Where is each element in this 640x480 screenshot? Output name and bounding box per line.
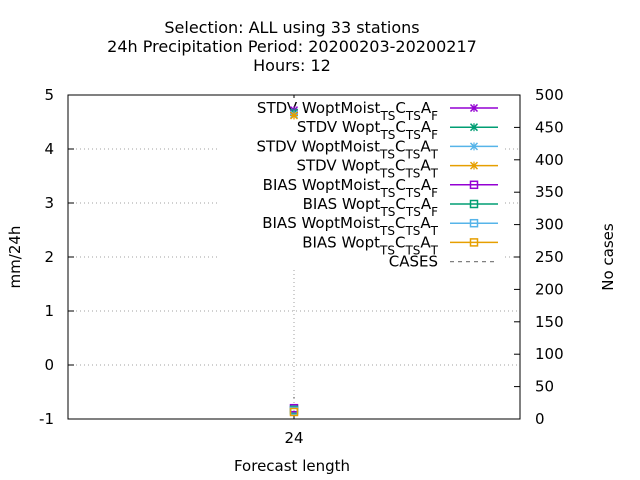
legend-item: STDV WoptTSCTSAT: [296, 157, 498, 181]
legend-label: BIAS WoptTSCTSAF: [303, 195, 438, 219]
cases-point: [293, 396, 295, 399]
y2-tick-label: 300: [535, 216, 564, 234]
legend-label: BIAS WoptMoistTSCTSAF: [263, 176, 438, 200]
y-tick-label: -1: [39, 410, 54, 428]
x-tick-label: 24: [284, 429, 303, 447]
legend-item: BIAS WoptMoistTSCTSAT: [262, 214, 498, 238]
y2-tick-labels: 0 50 100 150 200 250 300 350 400 450 500: [535, 86, 564, 428]
legend-marker: [469, 238, 479, 247]
legend-label: STDV WoptTSCTSAF: [297, 118, 438, 142]
title-line: Selection: ALL using 33 stations: [164, 18, 419, 37]
y2-tick-label: 150: [535, 313, 564, 331]
legend-marker: [469, 103, 479, 113]
y-tick-label: 3: [44, 194, 54, 212]
legend-marker: [469, 123, 479, 132]
legend-label: BIAS WoptTSCTSAT: [302, 233, 438, 257]
legend-item: STDV WoptMoistTSCTSAT: [256, 137, 498, 161]
y-axis-label: mm/24h: [6, 226, 24, 289]
legend-label: CASES: [389, 253, 438, 271]
y2-tick-label: 500: [535, 86, 564, 104]
y-tick-labels: -1 0 1 2 3 4 5: [39, 86, 54, 428]
legend-marker: [469, 218, 479, 228]
legend-label: BIAS WoptMoistTSCTSAT: [262, 214, 438, 238]
y-tick-label: 5: [44, 86, 54, 104]
legend-marker: [469, 180, 479, 190]
y-tick-label: 0: [44, 356, 54, 374]
grid-lines: [68, 148, 520, 419]
y2-tick-label: 400: [535, 151, 564, 169]
legend-item: BIAS WoptMoistTSCTSAF: [263, 176, 498, 200]
y2-tick-label: 450: [535, 118, 564, 136]
legend-label: STDV WoptMoistTSCTSAF: [257, 99, 438, 123]
title-line: 24h Precipitation Period: 20200203-20200…: [107, 37, 477, 56]
y2-tick-label: 250: [535, 248, 564, 266]
y2-tick-label: 50: [535, 378, 554, 396]
legend-item: BIAS WoptTSCTSAF: [303, 195, 498, 219]
legend-item: STDV WoptTSCTSAF: [297, 118, 498, 142]
legend-marker: [469, 142, 479, 151]
legend-label: STDV WoptMoistTSCTSAT: [256, 137, 438, 161]
data-point: [289, 111, 299, 120]
legend-label: STDV WoptTSCTSAT: [296, 157, 438, 181]
data-points: [289, 106, 299, 417]
x-axis-label: Forecast length: [234, 457, 350, 475]
y-tick-label: 2: [44, 248, 54, 266]
legend-marker: [469, 161, 479, 170]
legend-marker: [469, 199, 479, 209]
y-tick-label: 1: [44, 302, 54, 320]
y2-tick-label: 100: [535, 345, 564, 363]
y-tick-label: 4: [44, 140, 54, 158]
legend-item: STDV WoptMoistTSCTSAF: [257, 99, 498, 123]
legend-item: CASES: [389, 253, 498, 271]
data-point: [289, 407, 299, 417]
legend-item: BIAS WoptTSCTSAT: [302, 233, 498, 257]
y2-axis-label: No cases: [599, 223, 617, 291]
y2-tick-label: 0: [535, 410, 545, 428]
title-line: Hours: 12: [253, 56, 331, 75]
y2-tick-label: 350: [535, 183, 564, 201]
y2-tick-label: 200: [535, 280, 564, 298]
x-tick-labels: 24: [284, 429, 303, 447]
